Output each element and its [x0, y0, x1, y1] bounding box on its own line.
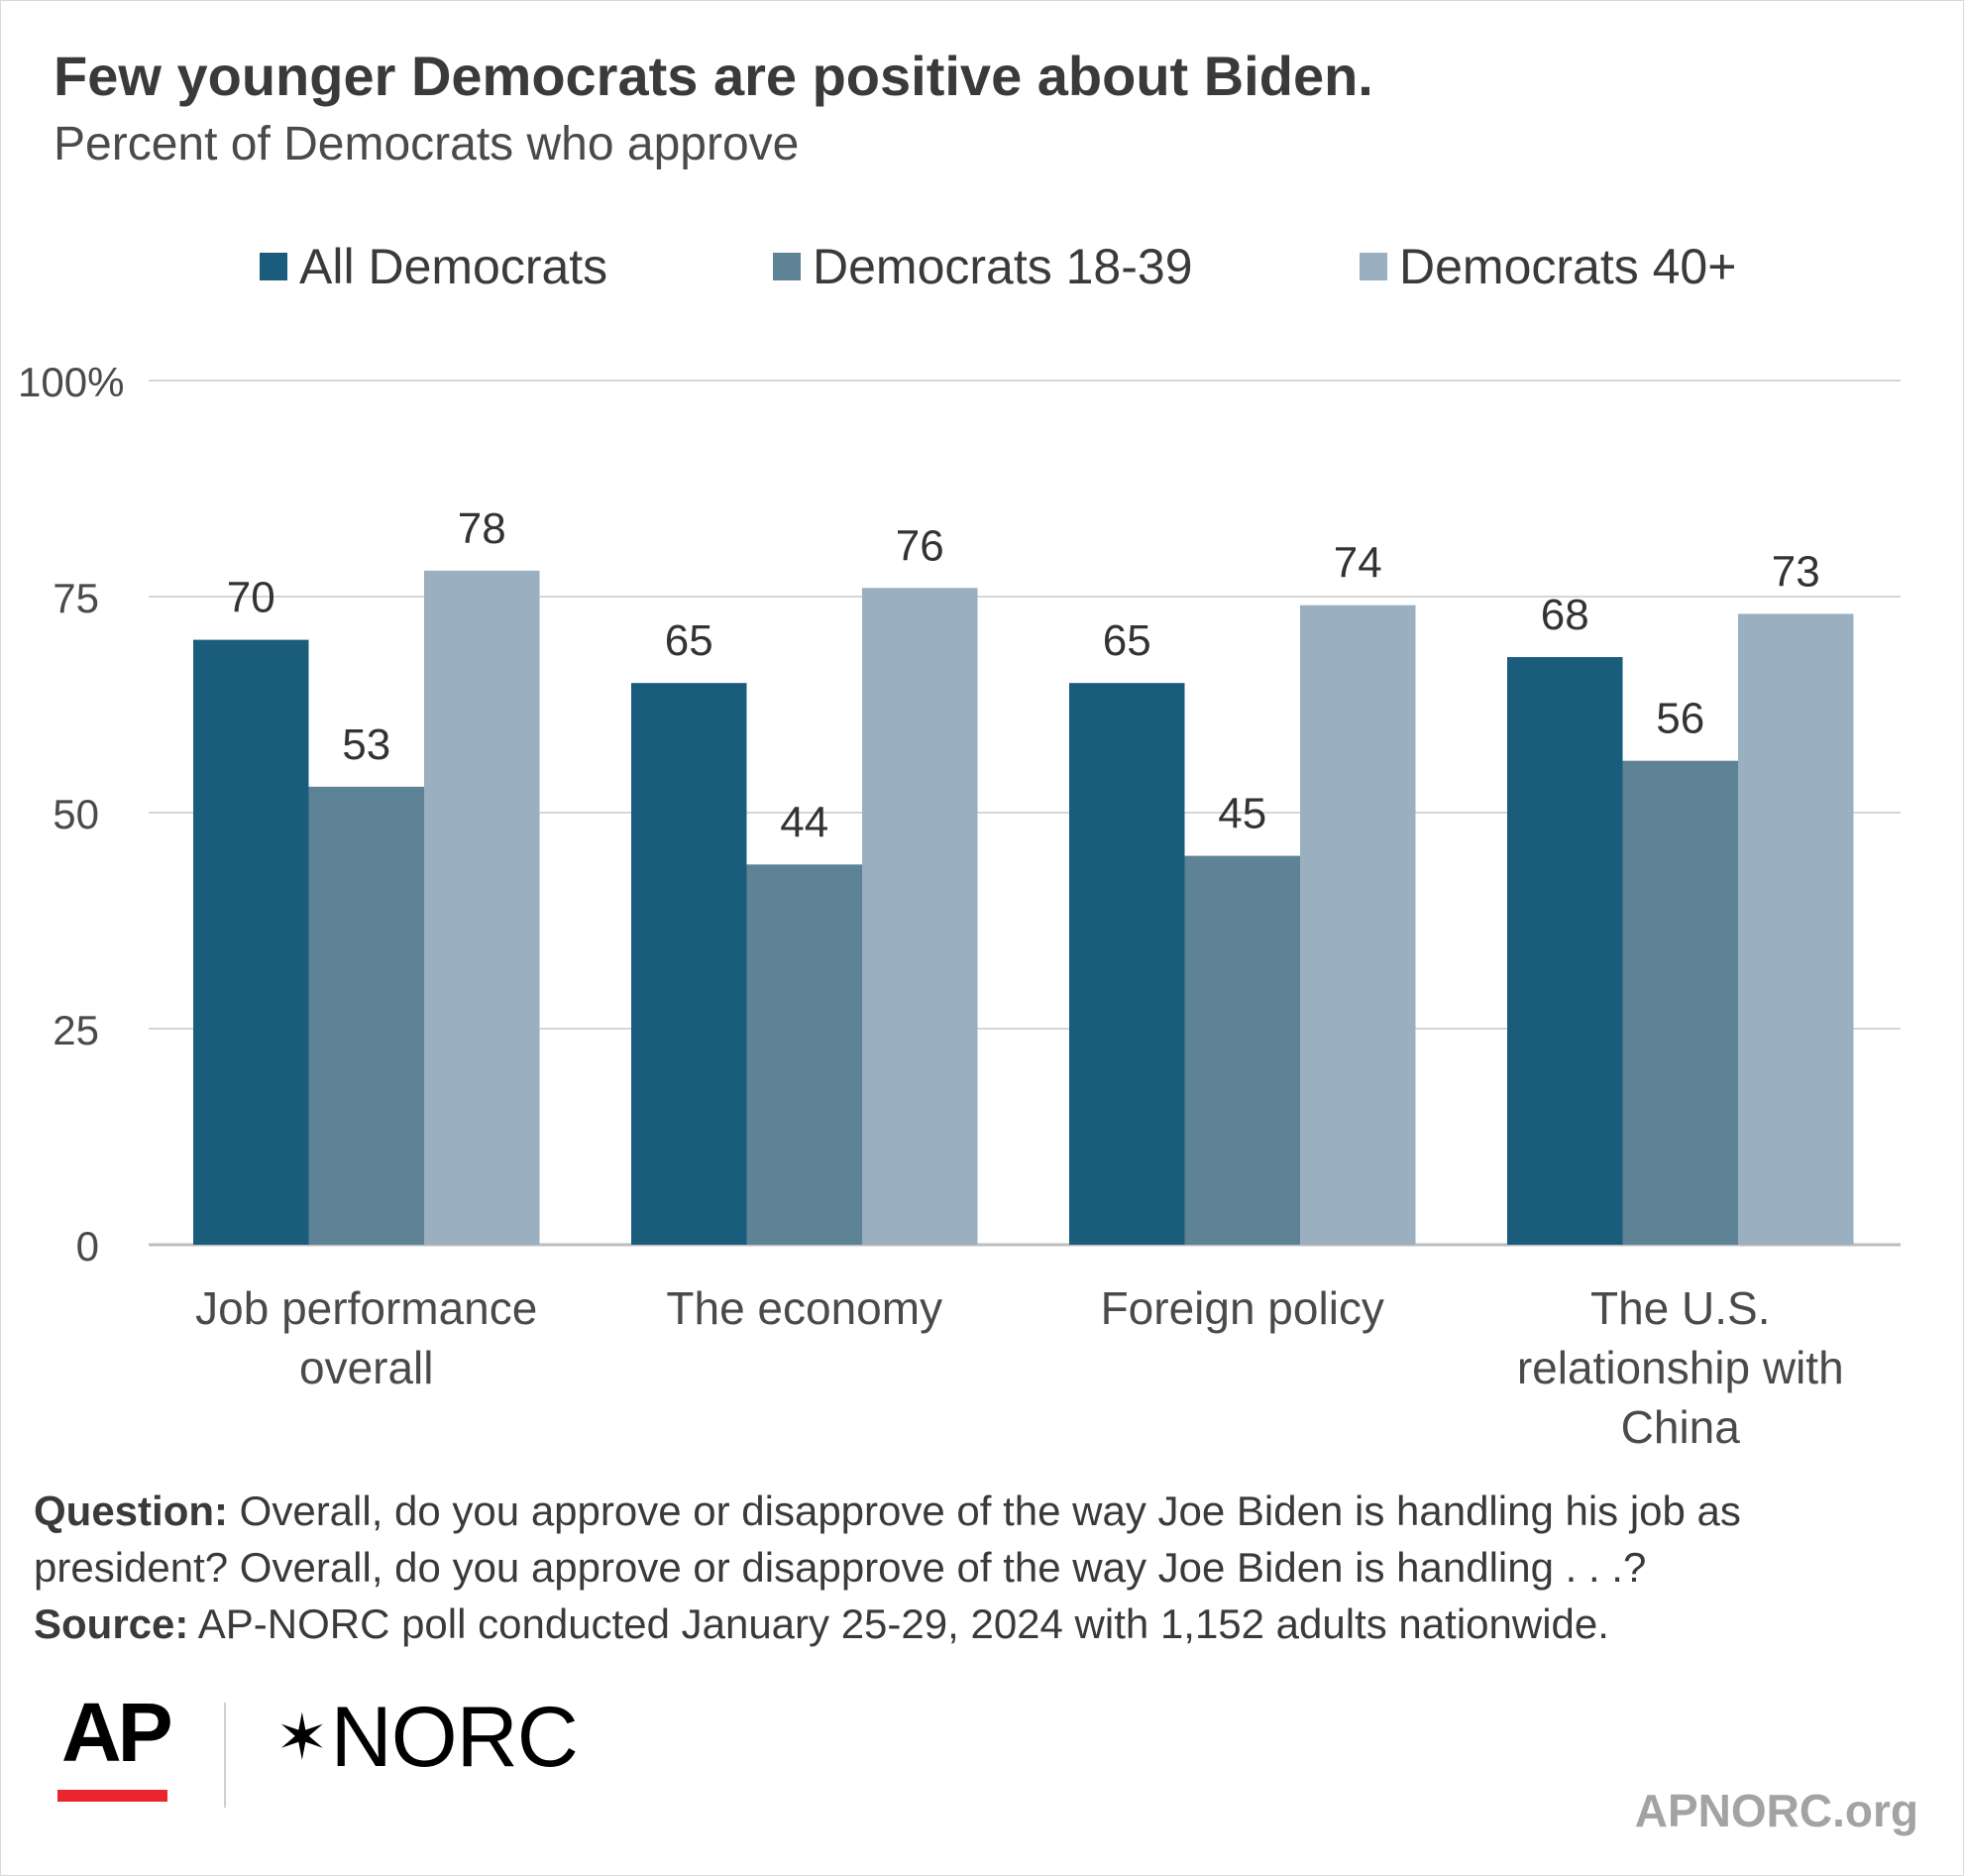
legend: All Democrats Democrats 18-39 Democrats … [0, 238, 1964, 297]
bar [1622, 760, 1738, 1245]
norc-logo-text: NORC [330, 1690, 579, 1785]
chart-title: Few younger Democrats are positive about… [54, 45, 1373, 107]
y-tick-label: 100% [18, 359, 124, 405]
data-label: 74 [1334, 539, 1382, 588]
data-label: 53 [342, 720, 390, 769]
legend-item-democrats-18-39: Democrats 18-39 [773, 238, 1193, 295]
data-label: 45 [1218, 790, 1266, 838]
ap-logo-underline [57, 1790, 167, 1802]
data-label: 73 [1772, 547, 1820, 596]
legend-swatch [1360, 253, 1387, 280]
x-tick-label: Job performance [195, 1282, 537, 1334]
bar [1184, 855, 1300, 1245]
logo-divider [224, 1703, 226, 1808]
data-label: 68 [1541, 591, 1589, 639]
data-label: 44 [780, 798, 828, 846]
bar [1069, 683, 1185, 1245]
norc-star-icon: ✶ [275, 1702, 329, 1773]
x-tick-label: China [1621, 1401, 1741, 1453]
x-tick-label: The U.S. [1590, 1282, 1771, 1334]
y-tick-label: 25 [53, 1007, 99, 1053]
norc-logo: ✶ NORC [275, 1689, 579, 1787]
y-tick-label: 50 [53, 791, 99, 837]
bar [862, 588, 978, 1245]
question-label: Question: [34, 1488, 228, 1534]
legend-item-all-democrats: All Democrats [260, 238, 607, 295]
source-text: AP-NORC poll conducted January 25-29, 20… [188, 1600, 1609, 1647]
x-tick-label: The economy [666, 1282, 942, 1334]
legend-label: All Democrats [299, 239, 608, 294]
ap-logo: AP [61, 1686, 173, 1779]
y-tick-label: 75 [53, 575, 99, 621]
source-label: Source: [34, 1600, 189, 1647]
data-label: 65 [1103, 616, 1151, 665]
x-tick-label: Foreign policy [1101, 1282, 1384, 1334]
y-tick-label: 0 [76, 1223, 99, 1269]
footnote: Question: Overall, do you approve or dis… [34, 1483, 1936, 1652]
bar [746, 864, 862, 1245]
site-url: APNORC.org [1634, 1785, 1918, 1836]
bar [1507, 657, 1623, 1245]
legend-label: Democrats 18-39 [813, 239, 1193, 294]
x-tick-label: overall [299, 1342, 434, 1393]
bar [1738, 613, 1854, 1245]
bar [193, 639, 309, 1245]
bar-chart: 0 25 50 75 100% 70 53 78 Job performance overall 6… [18, 359, 1901, 1453]
data-label: 76 [896, 521, 944, 570]
bar [308, 786, 424, 1245]
data-label: 56 [1656, 695, 1704, 743]
data-label: 78 [458, 504, 506, 553]
bar [1300, 605, 1416, 1245]
chart-subtitle: Percent of Democrats who approve [54, 118, 800, 170]
legend-swatch [773, 253, 801, 280]
legend-swatch [260, 253, 287, 280]
data-label: 70 [227, 574, 275, 622]
legend-item-democrats-40-plus: Democrats 40+ [1360, 238, 1736, 295]
legend-label: Democrats 40+ [1399, 239, 1737, 294]
bar [424, 570, 540, 1245]
x-tick-label: relationship with [1517, 1342, 1844, 1393]
question-text: Overall, do you approve or disapprove of… [34, 1488, 1741, 1591]
bar [631, 683, 747, 1245]
data-label: 65 [665, 616, 713, 665]
